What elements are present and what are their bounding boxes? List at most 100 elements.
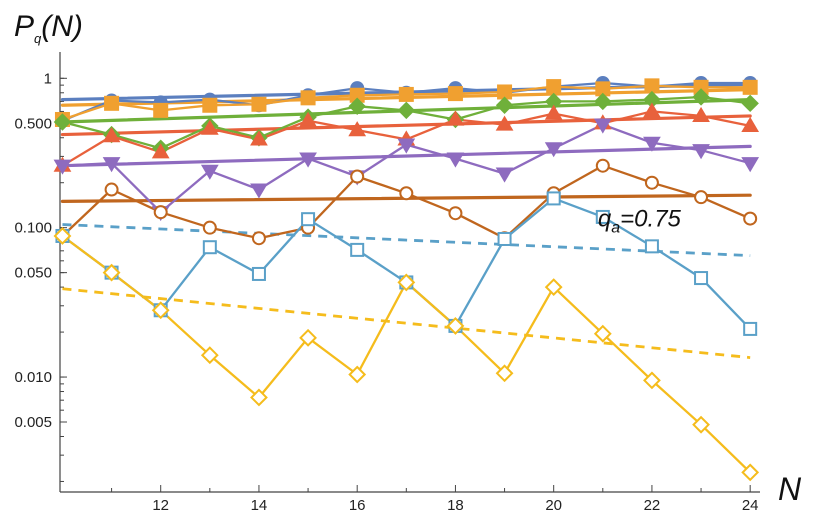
data-point-6-7 — [350, 169, 365, 184]
data-point-5-1 — [53, 159, 72, 175]
ticks: 12 14 16 18 20 22 24 1 0.500 0.100 0.050 0.010 0.005 — [14, 70, 758, 514]
data-point-4-11 — [544, 104, 563, 120]
data-point-2-4 — [202, 97, 218, 113]
data-point-4-14 — [692, 106, 710, 123]
data-point-8-1 — [53, 227, 72, 245]
data-point-4-2 — [102, 127, 121, 143]
data-point-8-4 — [200, 346, 219, 365]
fit-line-8 — [62, 287, 751, 359]
data-point-3-8 — [397, 101, 416, 120]
annotation-base: q — [598, 206, 612, 233]
q-annotation: qa=0.75 — [598, 206, 682, 237]
data-point-8-6 — [299, 328, 317, 347]
x-tick-label: 24 — [742, 497, 759, 514]
data-point-2-2 — [104, 95, 120, 111]
y-tick-label: 0.100 — [14, 220, 52, 237]
data-point-3-14 — [692, 88, 710, 106]
data-point-5-6 — [299, 152, 317, 168]
data-point-7-10 — [497, 231, 512, 246]
data-point-8-9 — [446, 316, 465, 335]
data-point-8-3 — [151, 301, 170, 320]
data-point-8-10 — [495, 364, 514, 383]
x-tick-label: 18 — [447, 497, 464, 514]
data-point-7-6 — [301, 212, 316, 227]
data-point-8-12 — [593, 324, 612, 343]
data-point-5-2 — [102, 157, 121, 173]
data-point-4-5 — [250, 130, 268, 146]
data-point-2-15 — [742, 79, 758, 95]
data-point-3-12 — [594, 92, 612, 111]
data-markers — [53, 76, 760, 482]
data-point-2-9 — [447, 86, 463, 102]
x-tick-label: 16 — [349, 497, 366, 514]
data-point-5-10 — [495, 167, 514, 183]
data-point-5-4 — [200, 164, 219, 180]
y-tick-label: 0.050 — [14, 265, 52, 282]
data-point-7-5 — [251, 266, 266, 281]
data-point-8-14 — [692, 415, 710, 434]
data-point-6-9 — [448, 206, 463, 221]
data-point-7-4 — [202, 240, 217, 255]
data-point-5-15 — [741, 157, 760, 173]
data-point-5-9 — [446, 152, 465, 168]
data-point-7-11 — [546, 191, 561, 206]
y-axis-title-sub: q — [34, 31, 42, 46]
data-point-8-8 — [397, 273, 416, 292]
fit-line-4 — [60, 114, 752, 137]
data-point-4-15 — [741, 116, 760, 133]
data-point-4-7 — [348, 121, 367, 137]
data-point-5-12 — [593, 118, 612, 134]
y-tick-label: 1 — [44, 70, 52, 87]
data-point-8-13 — [643, 371, 661, 390]
x-axis-title: N — [778, 471, 802, 507]
data-point-5-13 — [643, 136, 661, 152]
data-point-6-15 — [743, 211, 758, 226]
data-point-2-3 — [153, 102, 169, 118]
annotation-sub: a — [611, 220, 620, 237]
data-point-6-4 — [202, 220, 217, 235]
data-point-2-6 — [300, 90, 316, 106]
data-point-3-10 — [495, 96, 514, 114]
data-point-7-15 — [743, 321, 758, 336]
data-point-8-5 — [250, 388, 268, 407]
y-axis-title-main: P — [14, 10, 34, 43]
y-tick-label: 0.500 — [14, 115, 52, 132]
data-point-3-15 — [741, 94, 759, 113]
data-point-5-8 — [397, 138, 416, 154]
data-point-4-6 — [299, 111, 317, 127]
data-point-8-11 — [544, 278, 563, 297]
data-point-2-8 — [398, 86, 414, 102]
data-point-6-3 — [153, 205, 168, 220]
data-point-7-13 — [644, 239, 659, 254]
annotation-rest: =0.75 — [620, 206, 681, 233]
data-point-8-7 — [348, 365, 367, 384]
data-point-6-2 — [104, 182, 119, 197]
data-point-6-12 — [595, 158, 610, 173]
data-point-3-1 — [53, 113, 72, 131]
data-point-4-13 — [643, 102, 661, 118]
x-tick-label: 14 — [251, 497, 268, 514]
data-point-2-11 — [546, 79, 562, 95]
data-point-7-12 — [595, 209, 610, 224]
data-point-4-10 — [495, 115, 514, 131]
data-point-5-11 — [544, 142, 563, 158]
data-point-5-5 — [250, 183, 268, 199]
data-point-6-5 — [251, 231, 266, 246]
data-point-8-15 — [741, 463, 760, 482]
data-point-4-3 — [151, 143, 170, 159]
x-tick-label: 12 — [152, 497, 169, 514]
y-axis-title: Pq(N) — [14, 10, 83, 46]
data-point-3-7 — [348, 97, 366, 115]
data-point-4-4 — [200, 119, 219, 135]
data-point-2-13 — [644, 78, 660, 94]
data-point-2-5 — [251, 96, 267, 112]
x-tick-label: 22 — [644, 497, 661, 514]
data-point-6-8 — [399, 186, 414, 201]
fit-line-7 — [62, 223, 751, 258]
data-point-5-14 — [692, 144, 710, 160]
y-axis-title-arg: (N) — [41, 10, 83, 43]
data-point-7-7 — [350, 242, 365, 257]
data-point-4-9 — [446, 110, 465, 126]
data-point-6-14 — [694, 190, 709, 205]
